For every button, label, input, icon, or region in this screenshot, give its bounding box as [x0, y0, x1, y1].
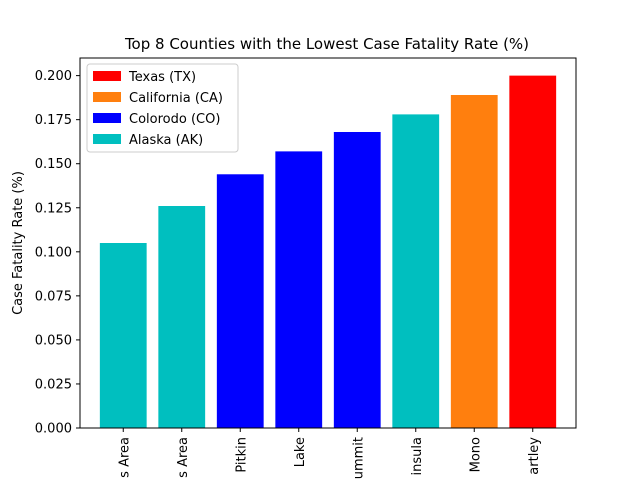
- bar-7: [509, 75, 557, 428]
- x-tick-label-0: s Area: [117, 437, 132, 478]
- bar-4: [333, 132, 381, 428]
- bar-3: [275, 151, 323, 428]
- bar-5: [392, 114, 440, 428]
- legend: Texas (TX) California (CA) Colorodo (CO) Al…: [86, 63, 239, 153]
- y-tick-label-0: 0.000: [35, 422, 72, 437]
- legend-label-2: Colorodo (CO): [129, 112, 220, 127]
- y-axis-label: Case Fatality Rate (%): [11, 171, 26, 315]
- x-tick-label-4: ummit: [351, 437, 366, 479]
- x-tick-label-1: s Area: [176, 437, 191, 478]
- y-tick-label-4: 0.100: [35, 245, 72, 260]
- y-tick-label-2: 0.050: [35, 333, 72, 348]
- bar-6: [450, 95, 498, 428]
- legend-label-0: Texas (TX): [128, 70, 196, 85]
- y-tick-label-1: 0.025: [35, 377, 72, 392]
- y-tick-label-5: 0.125: [35, 201, 72, 216]
- x-tick-label-5: insula: [410, 437, 425, 475]
- bar-1: [158, 206, 206, 428]
- x-axis: s Area s Area Pitkin Lake ummit insula Mono art…: [117, 428, 542, 479]
- legend-swatch-3: [93, 134, 121, 144]
- legend-label-3: Alaska (AK): [129, 133, 203, 148]
- bars-group: [99, 75, 557, 428]
- chart-title: Top 8 Counties with the Lowest Case Fata…: [124, 35, 529, 53]
- legend-label-1: California (CA): [129, 91, 223, 106]
- y-tick-label-3: 0.075: [35, 289, 72, 304]
- legend-swatch-0: [93, 71, 121, 81]
- y-tick-label-6: 0.150: [35, 157, 72, 172]
- x-tick-label-7: artley: [527, 437, 542, 475]
- y-tick-label-8: 0.200: [35, 69, 72, 84]
- y-tick-label-7: 0.175: [35, 113, 72, 128]
- x-tick-label-6: Mono: [468, 437, 483, 472]
- plot-frame: [79, 57, 577, 429]
- bar-2: [216, 174, 264, 428]
- bar-0: [99, 243, 147, 428]
- legend-swatch-1: [93, 92, 121, 102]
- legend-swatch-2: [93, 113, 121, 123]
- x-tick-label-3: Lake: [293, 437, 308, 467]
- x-tick-label-2: Pitkin: [234, 437, 249, 473]
- y-axis: 0.000 0.025 0.050 0.075 0.100 0.125 0.150 0.175…: [35, 69, 80, 437]
- legend-box: [86, 63, 239, 153]
